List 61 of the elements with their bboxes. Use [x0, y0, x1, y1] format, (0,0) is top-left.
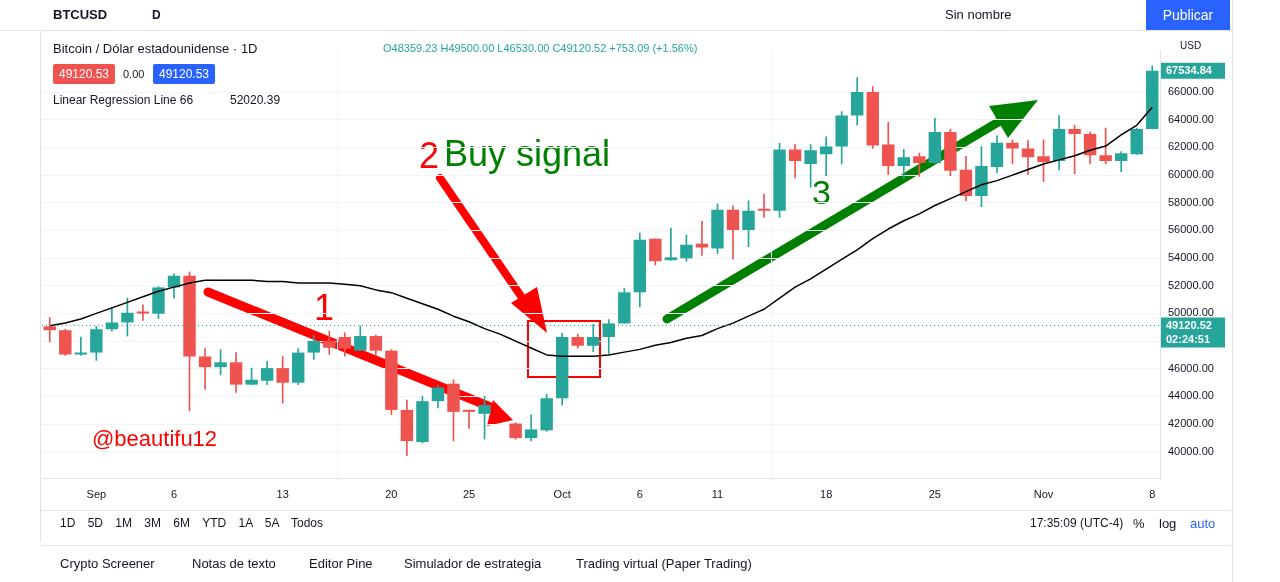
x-tick-label: 25: [462, 487, 476, 500]
text: Simulador de estrategia: [404, 556, 542, 571]
text: 1D 5D 1M 3M 6M YTD 1A 5A Todos: [60, 516, 323, 530]
x-tick-label: 13: [276, 487, 289, 500]
x-tick-label: 18: [820, 487, 833, 500]
x-tick-label: 11: [711, 487, 724, 500]
x-tick-label: 8: [1149, 487, 1156, 500]
text: log: [1159, 516, 1177, 531]
annotation: 2: [419, 135, 440, 177]
y-tick-label: 44000.00: [1168, 389, 1214, 402]
x-tick-label: Sep: [86, 487, 107, 500]
text: auto: [1190, 516, 1216, 531]
annotation: 49120.53: [53, 64, 115, 84]
text: Linear Regression Line 66: [53, 93, 194, 107]
text: USD: [1180, 40, 1202, 51]
text: BTCUSD: [53, 7, 108, 22]
y-tick-label: 56000.00: [1168, 223, 1214, 236]
candlestick: [695, 221, 709, 256]
y-tick-label: 40000.00: [1168, 444, 1214, 457]
candlestick: [136, 304, 150, 321]
text: Crypto Screener: [60, 556, 155, 571]
y-tick-label: 42000.00: [1168, 417, 1214, 430]
text: Notas de texto: [192, 556, 276, 571]
candlestick: [198, 348, 212, 390]
text: 17:35:09 (UTC-4): [1030, 516, 1124, 530]
annotation: 0.00: [123, 68, 145, 80]
y-tick-label: 54000.00: [1168, 251, 1214, 264]
candlestick: [664, 227, 678, 261]
y-tick-label: 52000.00: [1168, 278, 1214, 291]
annotation: 67534.84: [1166, 63, 1213, 76]
y-tick-label: 58000.00: [1168, 195, 1214, 208]
annotation: O48359.23 H49500.00 L46530.00 C49120.52 +753.09 (+1.56%): [383, 42, 698, 54]
text: Trading virtual (Paper Trading): [576, 556, 752, 571]
y-tick-label: 62000.00: [1168, 140, 1214, 153]
y-tick-label: 60000.00: [1168, 168, 1214, 181]
annotation: 52020.39: [230, 93, 281, 107]
x-tick-label: Nov: [1033, 487, 1054, 500]
x-tick-label: Oct: [553, 487, 571, 500]
candlestick: [462, 409, 476, 429]
candlestick: [43, 317, 56, 343]
text: D: [152, 8, 161, 22]
text: Editor Pine: [309, 556, 373, 571]
ref-line-label: 49120.52: [1166, 318, 1212, 331]
candlestick: [757, 193, 771, 218]
y-tick-label: 50000.00: [1168, 306, 1214, 319]
text: %: [1133, 516, 1145, 531]
x-tick-label: 6: [636, 487, 643, 500]
annotation: 1: [314, 287, 335, 329]
y-tick-label: 66000.00: [1168, 85, 1214, 98]
candlestick: [74, 336, 88, 356]
x-tick-label: 20: [385, 487, 398, 500]
text: Sin nombre: [945, 7, 1012, 22]
annotation: @beautifu12: [92, 426, 218, 452]
annotation: 49120.53: [153, 64, 215, 84]
x-tick-label: 25: [928, 487, 941, 500]
text: Publicar: [1146, 0, 1230, 30]
text: 02:24:51: [1166, 332, 1211, 345]
y-tick-label: 64000.00: [1168, 112, 1214, 125]
x-tick-label: 6: [170, 487, 178, 500]
y-tick-label: 46000.00: [1168, 361, 1214, 374]
chart-title: Bitcoin / Dólar estadounidense · 1D: [53, 41, 258, 56]
